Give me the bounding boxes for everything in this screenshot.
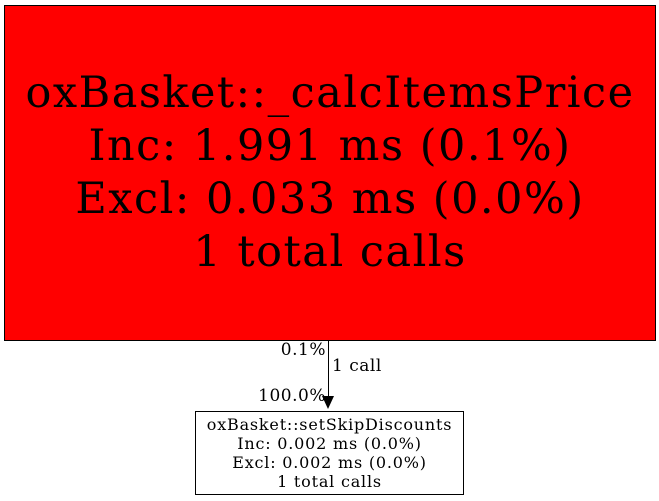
node-calc-items-price: oxBasket::_calcItemsPrice Inc: 1.991 ms … xyxy=(4,5,656,341)
edge-label-call-count: 1 call xyxy=(332,356,382,376)
edge-line xyxy=(328,341,329,397)
edge-label-callee-percent: 100.0% xyxy=(258,386,326,406)
callee-node-title: oxBasket::setSkipDiscounts xyxy=(206,415,453,434)
caller-exclusive-time: Excl: 0.033 ms (0.0%) xyxy=(75,174,585,224)
arrowhead-icon xyxy=(322,396,334,409)
caller-inclusive-time: Inc: 1.991 ms (0.1%) xyxy=(88,121,572,171)
callee-inclusive-time: Inc: 0.002 ms (0.0%) xyxy=(237,434,422,453)
edge-label-inclusive-percent: 0.1% xyxy=(280,340,326,360)
node-set-skip-discounts: oxBasket::setSkipDiscounts Inc: 0.002 ms… xyxy=(195,411,464,495)
callee-exclusive-time: Excl: 0.002 ms (0.0%) xyxy=(232,453,427,472)
callee-total-calls: 1 total calls xyxy=(277,472,382,491)
caller-total-calls: 1 total calls xyxy=(193,227,467,277)
caller-node-title: oxBasket::_calcItemsPrice xyxy=(25,68,635,118)
